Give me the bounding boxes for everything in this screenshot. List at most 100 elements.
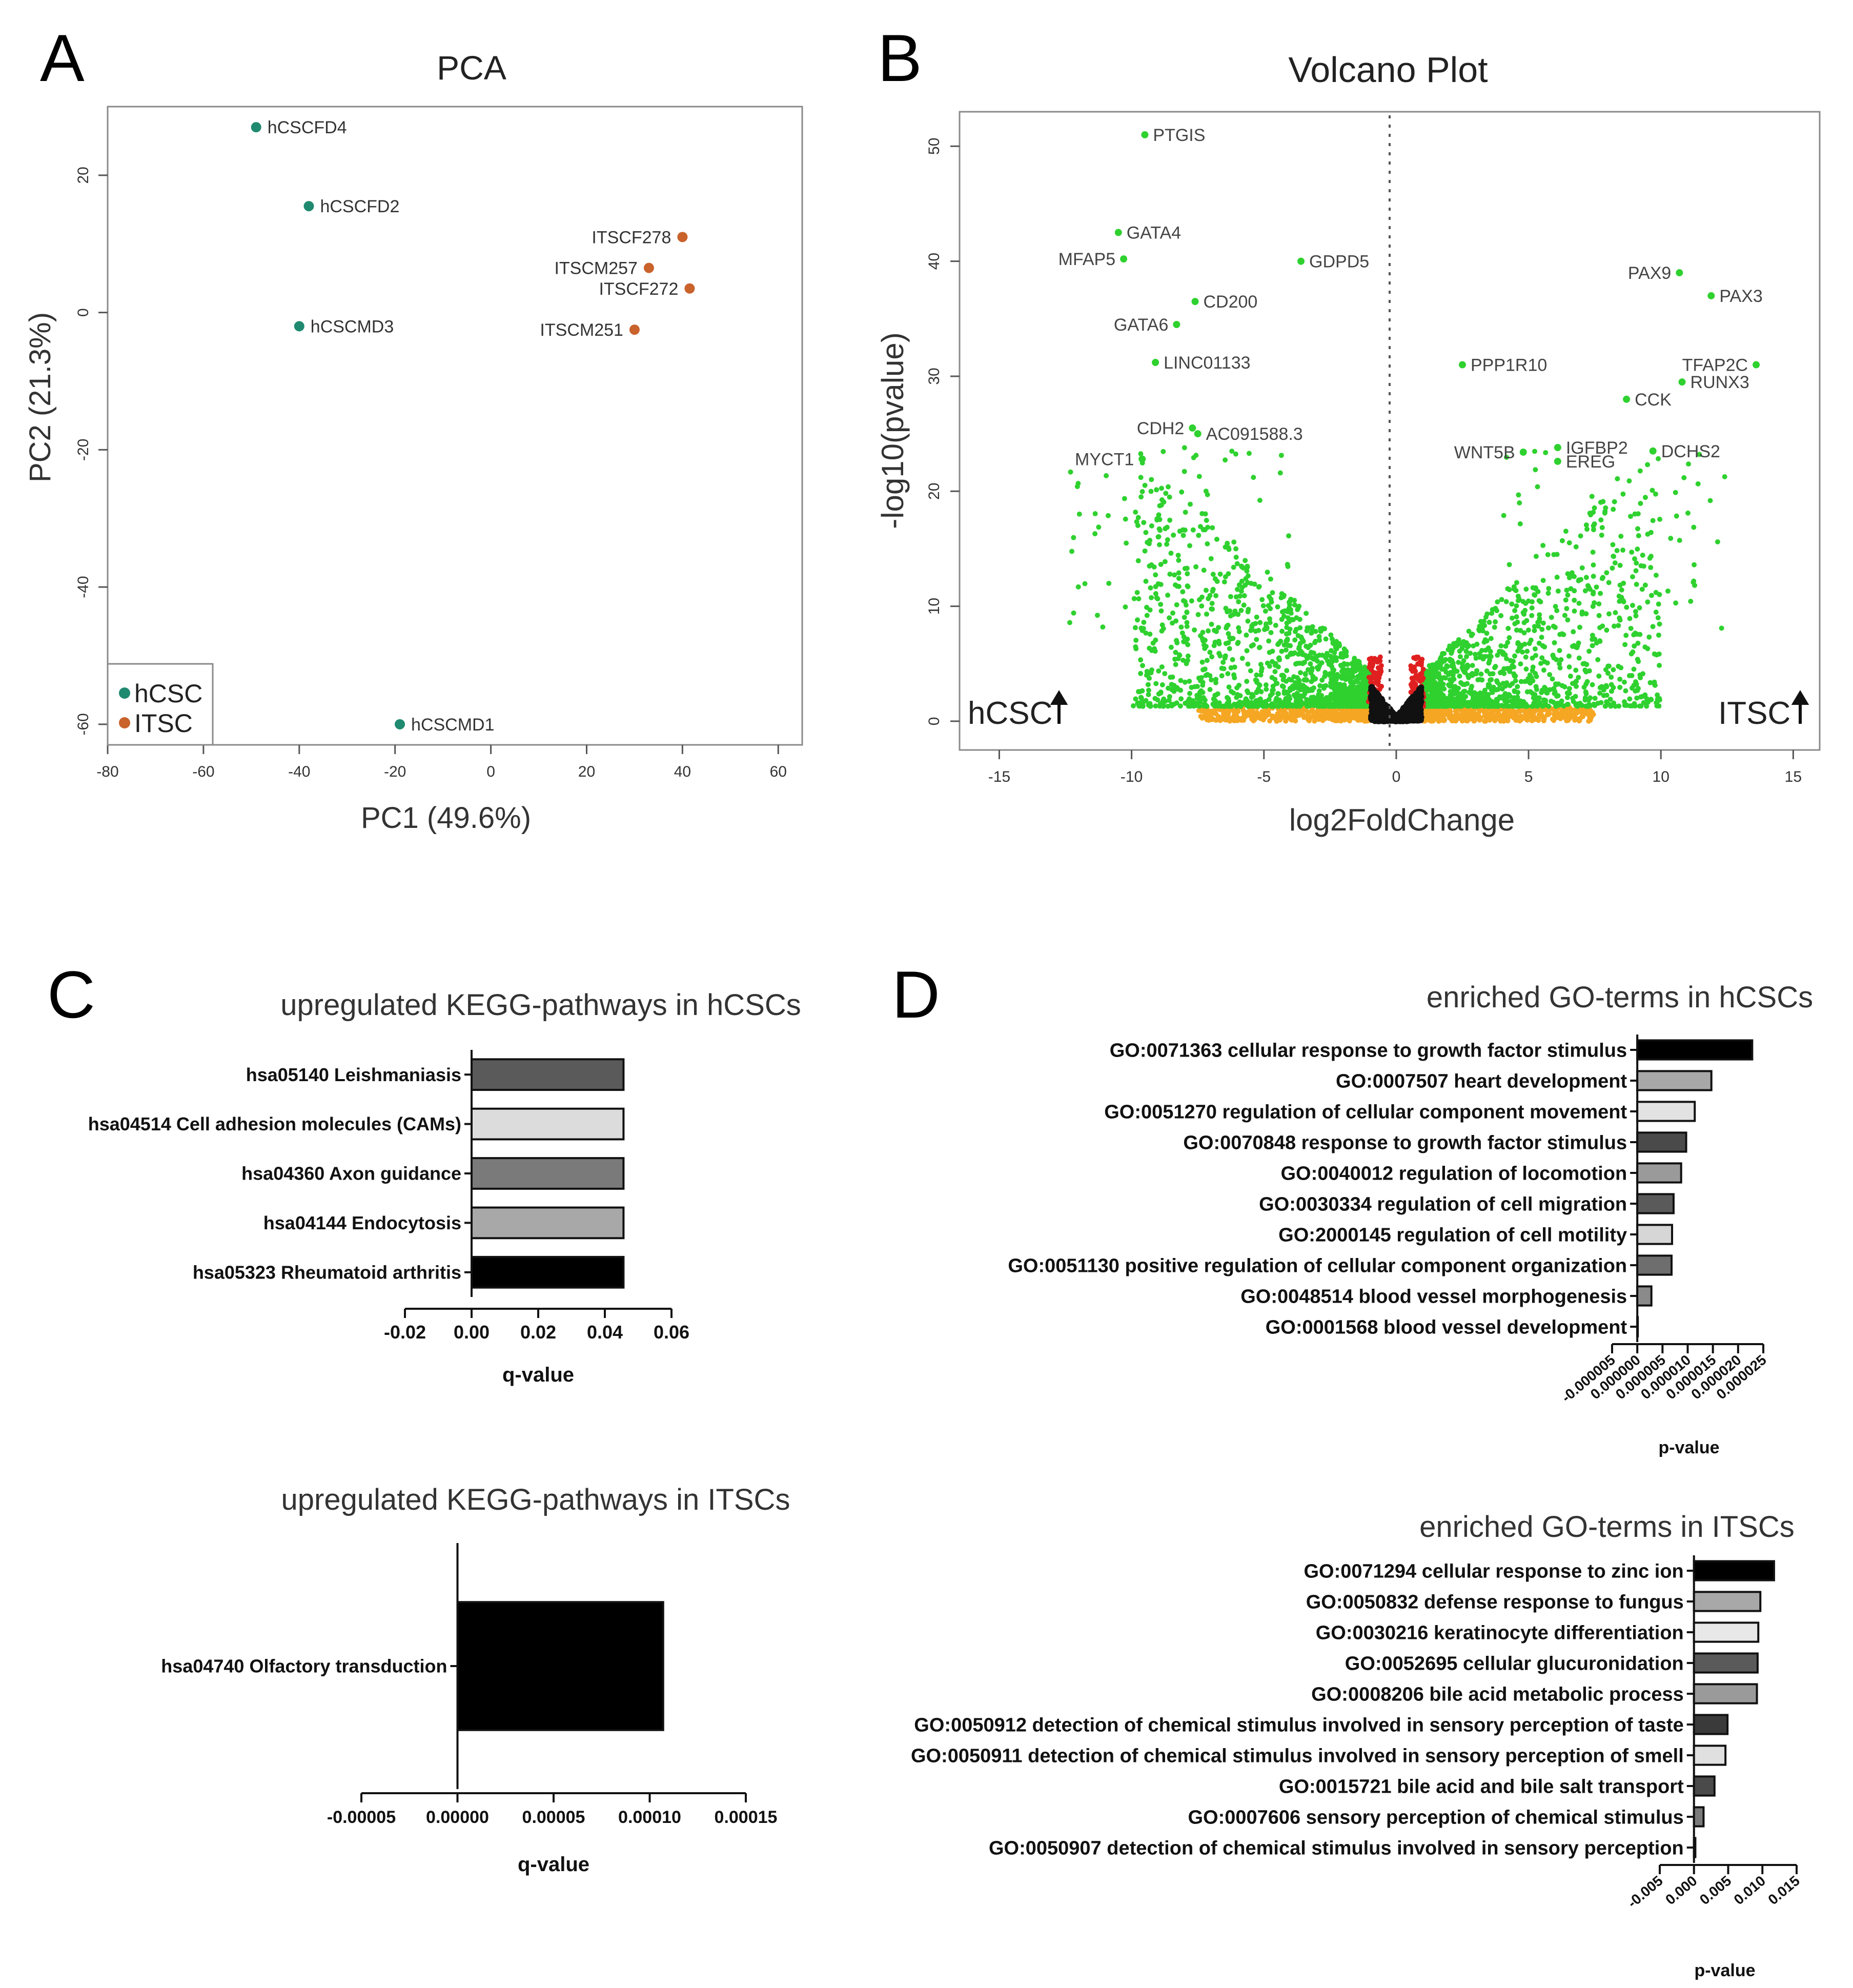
volcano-point-significant [1604, 570, 1610, 576]
volcano-point-significant [1226, 631, 1231, 637]
volcano-point-significant [1309, 667, 1315, 673]
volcano-point-significant [1590, 633, 1595, 638]
volcano-point-nonsig-fc [1588, 712, 1594, 717]
volcano-point-nonsig-fc [1314, 716, 1319, 721]
volcano-point-significant [1630, 649, 1636, 655]
volcano-point-significant [1547, 672, 1553, 677]
go_itsc-bar [1693, 1683, 1758, 1705]
volcano-point-significant [1236, 599, 1241, 604]
volcano-point-significant [1174, 640, 1180, 645]
volcano-x-tick-label: 5 [1524, 768, 1533, 785]
volcano-point-significant [1175, 553, 1181, 558]
volcano-point-significant [1462, 670, 1468, 675]
volcano-point-significant [1619, 587, 1624, 593]
go_hcsc-category-label: GO:0001568 blood vessel development [1266, 1316, 1627, 1338]
volcano-point-significant [1162, 559, 1168, 564]
volcano-point-significant [1221, 579, 1227, 585]
volcano-point-significant [1635, 687, 1640, 693]
kegg_itsc-x-tick-label: -0.00005 [327, 1808, 396, 1827]
volcano-point-significant [1173, 662, 1178, 667]
volcano-point-significant [1138, 625, 1144, 631]
volcano-x-tick-label: -10 [1121, 768, 1143, 785]
volcano-point-nonsig-fc [1232, 716, 1238, 722]
volcano-point-significant [1477, 703, 1483, 708]
volcano-point-significant [1521, 630, 1527, 636]
volcano-point-significant [1257, 620, 1263, 625]
volcano-point-significant [1686, 461, 1692, 467]
go-itsc-chart: enriched GO-terms in ITSCs GO:0071294 ce… [911, 1510, 1803, 1980]
volcano-point-significant [1281, 614, 1287, 619]
volcano-point-significant [1192, 684, 1197, 689]
volcano-labeled-point [1554, 457, 1561, 465]
volcano-gene-label: GDPD5 [1309, 252, 1369, 272]
volcano-point-significant [1153, 703, 1158, 709]
volcano-point-significant [1343, 653, 1349, 659]
pca-y-tick-label: -40 [75, 576, 92, 598]
volcano-point-significant [1603, 703, 1608, 709]
volcano-point-nonsig-fc [1213, 711, 1219, 717]
volcano-point-significant [1244, 632, 1249, 638]
kegg-hcsc-chart: upregulated KEGG-pathways in hCSCs hsa05… [88, 988, 801, 1386]
volcano-gene-label: RUNX3 [1691, 373, 1749, 392]
volcano-point-significant [1579, 609, 1585, 615]
volcano-point-significant [1159, 682, 1165, 687]
volcano-point-significant [1487, 658, 1493, 663]
volcano-point-significant [1457, 654, 1463, 660]
volcano-y-tick-label: 40 [926, 253, 943, 270]
volcano-point-significant [1177, 653, 1183, 658]
volcano-point-nonsig-fc [1203, 711, 1209, 716]
kegg_hcsc-bar [471, 1255, 625, 1289]
volcano-point-significant [1532, 628, 1537, 634]
volcano-point-significant [1244, 568, 1250, 574]
volcano-point-significant [1134, 617, 1140, 623]
volcano-point-significant [1656, 456, 1661, 461]
volcano-point-significant [1184, 620, 1190, 625]
volcano-point-significant [1343, 677, 1349, 682]
volcano-point-significant [1629, 550, 1635, 555]
volcano-point-significant [1147, 563, 1152, 569]
pca-x-tick-label: 40 [674, 763, 691, 780]
volcano-point-nonsig-fc [1305, 709, 1311, 715]
volcano-point-significant [1138, 494, 1144, 500]
volcano-point-significant [1647, 680, 1653, 685]
pca-legend-label-itsc: ITSC [134, 709, 193, 738]
volcano-point-significant [1614, 548, 1620, 554]
volcano-point-significant [1267, 616, 1273, 622]
volcano-point-significant [1485, 692, 1491, 697]
volcano-point-significant [1334, 688, 1339, 694]
volcano-point-significant [1580, 661, 1586, 666]
volcano-point-significant [1329, 636, 1335, 642]
volcano-point-significant [1635, 546, 1640, 552]
volcano-point-significant [1582, 667, 1588, 673]
volcano-point-significant [1308, 661, 1313, 666]
volcano-point-significant [1319, 695, 1325, 701]
volcano-point-significant [1229, 449, 1235, 454]
volcano-point-significant [1153, 637, 1158, 643]
volcano-point-significant [1495, 680, 1500, 685]
volcano-point-significant [1564, 587, 1570, 593]
volcano-point-significant [1437, 693, 1443, 698]
volcano-point-significant [1143, 698, 1149, 703]
volcano-point-significant [1217, 571, 1223, 577]
volcano-point-pvalue-only [1375, 665, 1381, 671]
volcano-point-significant [1442, 675, 1448, 681]
volcano-point-nonsig-fc [1441, 717, 1447, 723]
volcano-point-significant [1286, 533, 1292, 539]
volcano-point-significant [1512, 621, 1518, 626]
volcano-point-significant [1456, 660, 1461, 665]
volcano-point-significant [1185, 584, 1191, 590]
volcano-point-nonsignificant [1392, 718, 1399, 724]
volcano-point-significant [1292, 602, 1297, 608]
kegg-itsc-title: upregulated KEGG-pathways in ITSCs [281, 1483, 790, 1516]
volcano-point-significant [1184, 610, 1190, 615]
volcano-labeled-point [1191, 298, 1199, 306]
volcano-point-significant [1209, 621, 1214, 627]
volcano-point-significant [1603, 667, 1608, 673]
volcano-gene-label: GATA4 [1127, 224, 1181, 243]
volcano-point-significant [1426, 695, 1432, 700]
volcano-point-significant [1493, 664, 1498, 670]
volcano-point-significant [1634, 695, 1640, 701]
volcano-point-significant [1092, 511, 1098, 517]
volcano-point-significant [1495, 703, 1501, 709]
volcano-point-significant [1284, 624, 1290, 630]
